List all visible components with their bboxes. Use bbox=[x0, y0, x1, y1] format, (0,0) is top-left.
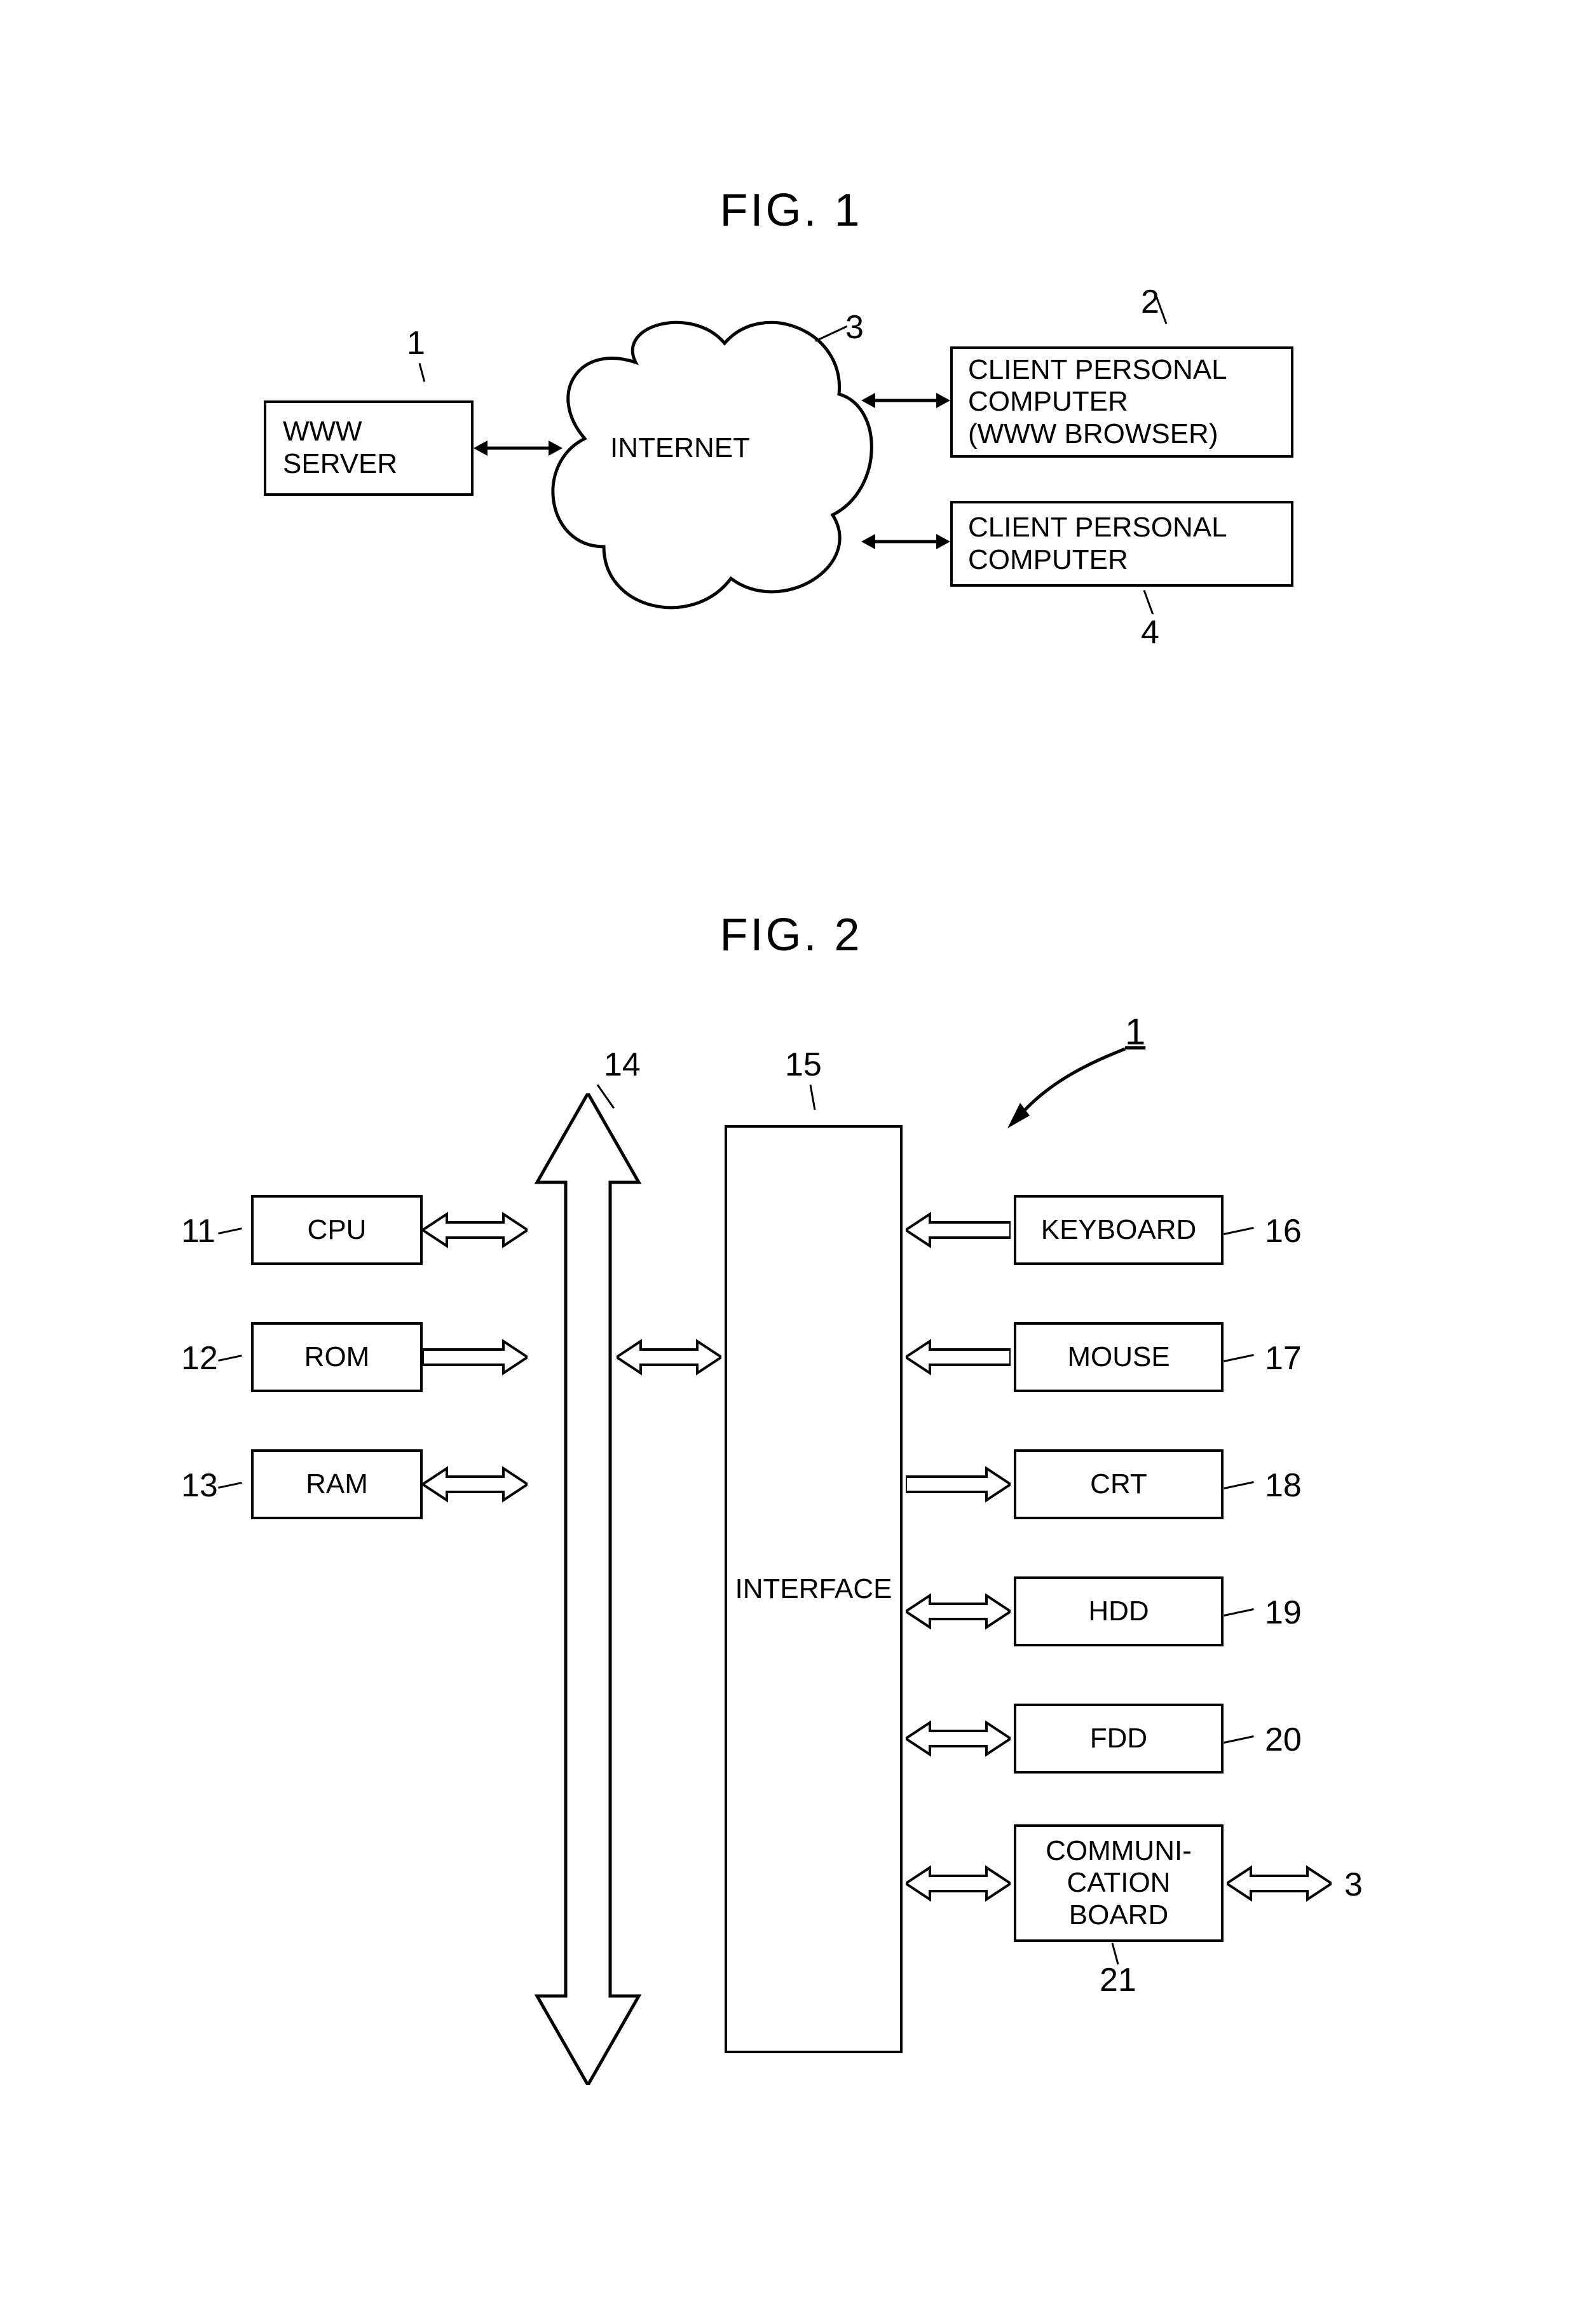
fig2-right-node: COMMUNI- CATION BOARD bbox=[1014, 1824, 1224, 1942]
fig2-left-node-ref: 13 bbox=[181, 1466, 218, 1505]
fig2-right-arrow-icon bbox=[906, 1465, 1011, 1503]
fig2-ref-interface: 15 bbox=[785, 1046, 822, 1084]
fig2-system-ref-arrow-icon bbox=[998, 1042, 1138, 1131]
fig2-left-arrow-icon bbox=[423, 1338, 528, 1376]
fig2-left-node-label: ROM bbox=[304, 1341, 370, 1374]
page: FIG. 1 WWW SERVER 1 INTERNET 3 CLIENT PE… bbox=[0, 0, 1582, 2324]
fig2-arrow-bus-interface bbox=[617, 1338, 721, 1376]
fig2-right-node-label: MOUSE bbox=[1067, 1341, 1169, 1374]
fig1-node-client-b: CLIENT PERSONAL COMPUTER bbox=[950, 501, 1293, 587]
fig2-lead bbox=[1224, 1735, 1254, 1744]
fig2-left-node: CPU bbox=[251, 1195, 423, 1265]
fig2-comm-extra-arrow-icon bbox=[1227, 1864, 1332, 1903]
fig2-lead-interface bbox=[810, 1084, 816, 1110]
fig1-ref-server: 1 bbox=[407, 324, 425, 362]
fig2-right-node-ref: 20 bbox=[1265, 1721, 1302, 1759]
fig2-right-node-ref: 21 bbox=[1100, 1961, 1136, 1999]
fig2-ref-bus: 14 bbox=[604, 1046, 641, 1084]
fig1-lead-client-b bbox=[1143, 590, 1154, 615]
fig2-right-arrow-icon bbox=[906, 1211, 1011, 1249]
fig2-lead bbox=[1224, 1481, 1254, 1489]
fig2-right-node-label: CRT bbox=[1090, 1468, 1147, 1501]
fig2-left-node: ROM bbox=[251, 1322, 423, 1392]
fig2-right-node-label: HDD bbox=[1088, 1596, 1149, 1628]
fig2-lead bbox=[218, 1355, 242, 1362]
fig1-ref-internet: 3 bbox=[845, 308, 864, 346]
fig2-node-interface: INTERFACE bbox=[725, 1125, 903, 2053]
fig1-node-client-b-label: CLIENT PERSONAL COMPUTER bbox=[968, 512, 1227, 576]
fig2-lead bbox=[1224, 1354, 1254, 1362]
fig2-left-arrow-icon bbox=[423, 1211, 528, 1249]
fig1-cloud-label: INTERNET bbox=[610, 432, 750, 464]
fig1-cloud-icon bbox=[528, 311, 883, 623]
fig2-right-node-ref: 17 bbox=[1265, 1339, 1302, 1377]
fig2-left-node: RAM bbox=[251, 1449, 423, 1519]
fig2-right-node: HDD bbox=[1014, 1576, 1224, 1646]
fig2-lead bbox=[218, 1482, 242, 1489]
fig2-lead bbox=[1224, 1227, 1254, 1235]
fig2-right-node: CRT bbox=[1014, 1449, 1224, 1519]
fig2-right-node-label: KEYBOARD bbox=[1041, 1214, 1197, 1247]
fig2-left-node-label: RAM bbox=[306, 1468, 368, 1501]
fig2-right-arrow-icon bbox=[906, 1592, 1011, 1630]
fig2-left-node-label: CPU bbox=[308, 1214, 367, 1247]
fig2-bus-arrow-icon bbox=[531, 1093, 645, 2085]
fig1-title: FIG. 1 bbox=[0, 184, 1582, 236]
fig1-node-client-a: CLIENT PERSONAL COMPUTER (WWW BROWSER) bbox=[950, 346, 1293, 458]
fig2-left-arrow-icon bbox=[423, 1465, 528, 1503]
fig1-node-client-a-label: CLIENT PERSONAL COMPUTER (WWW BROWSER) bbox=[968, 354, 1227, 451]
fig1-arrow-internet-client-b bbox=[861, 529, 950, 554]
fig2-right-node-ref: 16 bbox=[1265, 1212, 1302, 1250]
fig2-title: FIG. 2 bbox=[0, 909, 1582, 961]
fig2-node-interface-label: INTERFACE bbox=[735, 1573, 892, 1606]
fig2-right-node-ref: 18 bbox=[1265, 1466, 1302, 1505]
fig2-comm-extra-ref: 3 bbox=[1344, 1866, 1363, 1904]
fig2-left-node-ref: 11 bbox=[181, 1212, 215, 1250]
fig1-ref-client-b: 4 bbox=[1141, 613, 1159, 652]
fig1-lead-server bbox=[419, 363, 426, 382]
fig2-right-arrow-icon bbox=[906, 1338, 1011, 1376]
fig2-right-arrow-icon bbox=[906, 1864, 1011, 1903]
fig2-lead bbox=[218, 1227, 242, 1234]
fig2-left-node-ref: 12 bbox=[181, 1339, 218, 1377]
fig2-right-node: MOUSE bbox=[1014, 1322, 1224, 1392]
fig1-arrow-server-internet bbox=[474, 435, 563, 461]
fig1-node-server: WWW SERVER bbox=[264, 400, 474, 496]
fig1-arrow-internet-client-a bbox=[861, 388, 950, 413]
fig2-right-node-label: COMMUNI- CATION BOARD bbox=[1046, 1835, 1192, 1932]
fig2-right-node-label: FDD bbox=[1090, 1723, 1147, 1755]
fig1-node-server-label: WWW SERVER bbox=[283, 416, 397, 480]
fig2-lead bbox=[1224, 1608, 1254, 1617]
fig1-ref-client-a: 2 bbox=[1141, 283, 1159, 321]
fig2-right-node-ref: 19 bbox=[1265, 1594, 1302, 1632]
fig2-right-node: FDD bbox=[1014, 1704, 1224, 1774]
fig2-right-node: KEYBOARD bbox=[1014, 1195, 1224, 1265]
fig2-right-arrow-icon bbox=[906, 1719, 1011, 1758]
